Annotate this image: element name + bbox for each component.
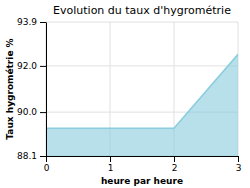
y-tick-mark	[40, 66, 46, 67]
y-tick-mark	[40, 156, 46, 157]
x-tick: 3	[236, 156, 242, 173]
y-tick-label: 93.9	[17, 17, 37, 27]
grid	[46, 22, 238, 156]
y-tick: 93.9	[17, 17, 46, 27]
x-tick-mark	[46, 156, 47, 162]
x-tick: 2	[172, 156, 178, 173]
y-tick-label: 92.0	[17, 61, 37, 71]
grid-line-x	[46, 22, 47, 156]
title: Evolution du taux d'hygrométrie	[53, 4, 231, 17]
y-tick: 90.0	[17, 107, 46, 117]
x-axis: 0 1 2 3	[44, 156, 242, 173]
x-tick-mark	[174, 156, 175, 162]
x-tick-label: 2	[172, 163, 178, 173]
y-tick-mark	[40, 22, 46, 23]
x-tick-label: 3	[236, 163, 242, 173]
x-tick-label: 1	[108, 163, 114, 173]
x-tick-mark	[110, 156, 111, 162]
grid-line-y	[46, 22, 238, 23]
y-axis: 88.1 90.0 92.0 93.9	[17, 17, 47, 161]
line	[46, 54, 238, 128]
x-axis-line	[47, 156, 239, 157]
y-tick-label: 90.0	[17, 107, 37, 117]
y-tick: 88.1	[17, 151, 46, 161]
y-axis-title: Taux hygrométrie %	[5, 38, 15, 139]
y-tick: 92.0	[17, 61, 46, 71]
marks	[46, 54, 238, 156]
x-tick-label: 0	[44, 163, 50, 173]
grid-line-y	[46, 65, 238, 66]
x-tick-mark	[238, 156, 239, 162]
y-axis-line	[46, 23, 47, 157]
chart: 0 1 2 3 88.1 90.0 92.0 93.9 heure par heure Taux …	[0, 0, 250, 188]
x-tick: 0	[44, 156, 50, 173]
plot: 0 1 2 3 88.1 90.0 92.0 93.9	[17, 17, 241, 173]
y-tick-label: 88.1	[17, 151, 37, 161]
y-tick-mark	[40, 112, 46, 113]
x-tick: 1	[108, 156, 114, 173]
area	[46, 54, 238, 156]
x-axis-title: heure par heure	[101, 176, 183, 186]
